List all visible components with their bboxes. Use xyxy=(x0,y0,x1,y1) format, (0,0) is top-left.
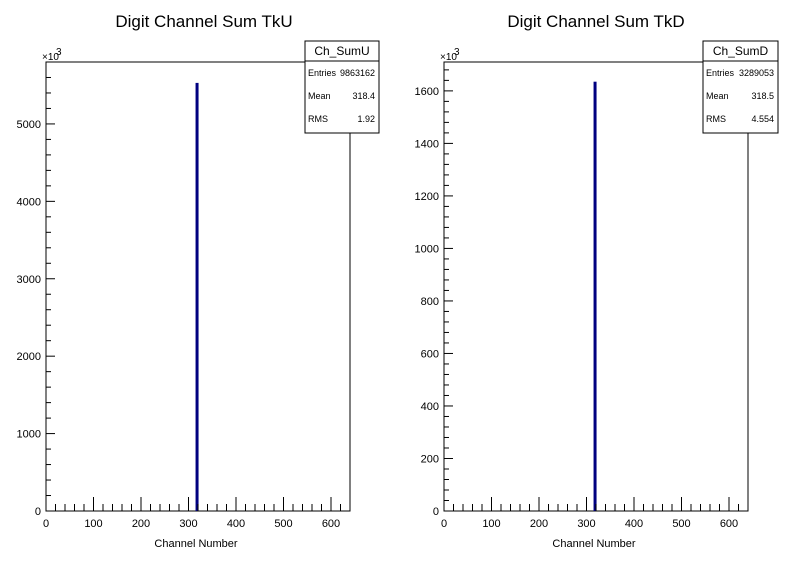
stats-row-value: 3289053 xyxy=(739,68,774,78)
y-tick-label: 0 xyxy=(433,506,439,518)
y-tick-label: 800 xyxy=(421,296,439,308)
x-tick-label: 200 xyxy=(530,518,548,530)
stats-row-value: 318.5 xyxy=(751,91,774,101)
y-tick-label: 1000 xyxy=(17,429,41,441)
stats-box-frame xyxy=(304,40,380,134)
y-tick-label: 200 xyxy=(421,453,439,465)
histogram-bar xyxy=(195,82,199,511)
x-tick-label: 500 xyxy=(274,518,292,530)
y-exponent-base: ×10 xyxy=(42,52,59,63)
x-tick-label: 400 xyxy=(625,518,643,530)
x-tick-label: 100 xyxy=(482,518,500,530)
x-tick-label: 100 xyxy=(84,518,102,530)
histogram-bar xyxy=(593,81,597,511)
x-tick-label: 600 xyxy=(720,518,738,530)
x-tick-label: 0 xyxy=(441,518,447,530)
y-tick-label: 1000 xyxy=(415,243,439,255)
x-tick-label: 200 xyxy=(132,518,150,530)
y-exponent-base: ×10 xyxy=(440,52,457,63)
histogram-title: Digit Channel Sum TkD xyxy=(507,12,684,31)
histogram-pad-right: Digit Channel Sum TkD 0 100 200 300 400 500 600… xyxy=(398,0,796,574)
stats-row-value: 4.554 xyxy=(751,114,774,124)
stats-row-label: Entries xyxy=(308,68,337,78)
x-axis-title: Channel Number xyxy=(552,538,635,550)
stats-box-name: Ch_SumD xyxy=(713,44,769,58)
y-exponent-power: 3 xyxy=(454,47,460,58)
histogram-svg: Digit Channel Sum TkD 0 100 200 300 400 500 600… xyxy=(415,12,779,550)
histogram-pad-left: Digit Channel Sum TkU 0 100 200 300 400 500 600… xyxy=(17,12,380,550)
stats-row-label: Entries xyxy=(706,68,735,78)
x-tick-label: 600 xyxy=(322,518,340,530)
y-tick-label: 3000 xyxy=(17,274,41,286)
stats-row-label: RMS xyxy=(706,114,726,124)
stats-row-value: 9863162 xyxy=(340,68,375,78)
stats-box-name: Ch_SumU xyxy=(314,44,369,58)
stats-box-frame xyxy=(702,40,779,134)
x-tick-label: 400 xyxy=(227,518,245,530)
stats-row-value: 1.92 xyxy=(357,114,375,124)
y-tick-label: 400 xyxy=(421,401,439,413)
y-tick-label: 1600 xyxy=(415,86,439,98)
y-exponent-power: 3 xyxy=(56,47,62,58)
x-tick-label: 300 xyxy=(577,518,595,530)
y-tick-label: 4000 xyxy=(17,196,41,208)
y-tick-label: 0 xyxy=(35,506,41,518)
x-tick-label: 300 xyxy=(179,518,197,530)
y-tick-label: 1400 xyxy=(415,138,439,150)
y-tick-label: 1200 xyxy=(415,191,439,203)
y-tick-label: 600 xyxy=(421,348,439,360)
stats-box: Ch_SumU Entries 9863162 Mean 318.4 RMS 1.92 xyxy=(304,40,380,134)
stats-row-label: Mean xyxy=(706,91,729,101)
x-tick-label: 0 xyxy=(43,518,49,530)
histogram-svg: Digit Channel Sum TkU 0 100 200 300 400 500 600… xyxy=(17,12,380,550)
stats-row-value: 318.4 xyxy=(352,91,375,101)
x-axis-title: Channel Number xyxy=(154,538,237,550)
stats-box: Ch_SumD Entries 3289053 Mean 318.5 RMS 4.554 xyxy=(702,40,779,134)
histogram-title: Digit Channel Sum TkU xyxy=(115,12,292,31)
stats-row-label: RMS xyxy=(308,114,328,124)
stats-row-label: Mean xyxy=(308,91,331,101)
y-tick-label: 2000 xyxy=(17,351,41,363)
x-tick-label: 500 xyxy=(672,518,690,530)
y-tick-label: 5000 xyxy=(17,119,41,131)
